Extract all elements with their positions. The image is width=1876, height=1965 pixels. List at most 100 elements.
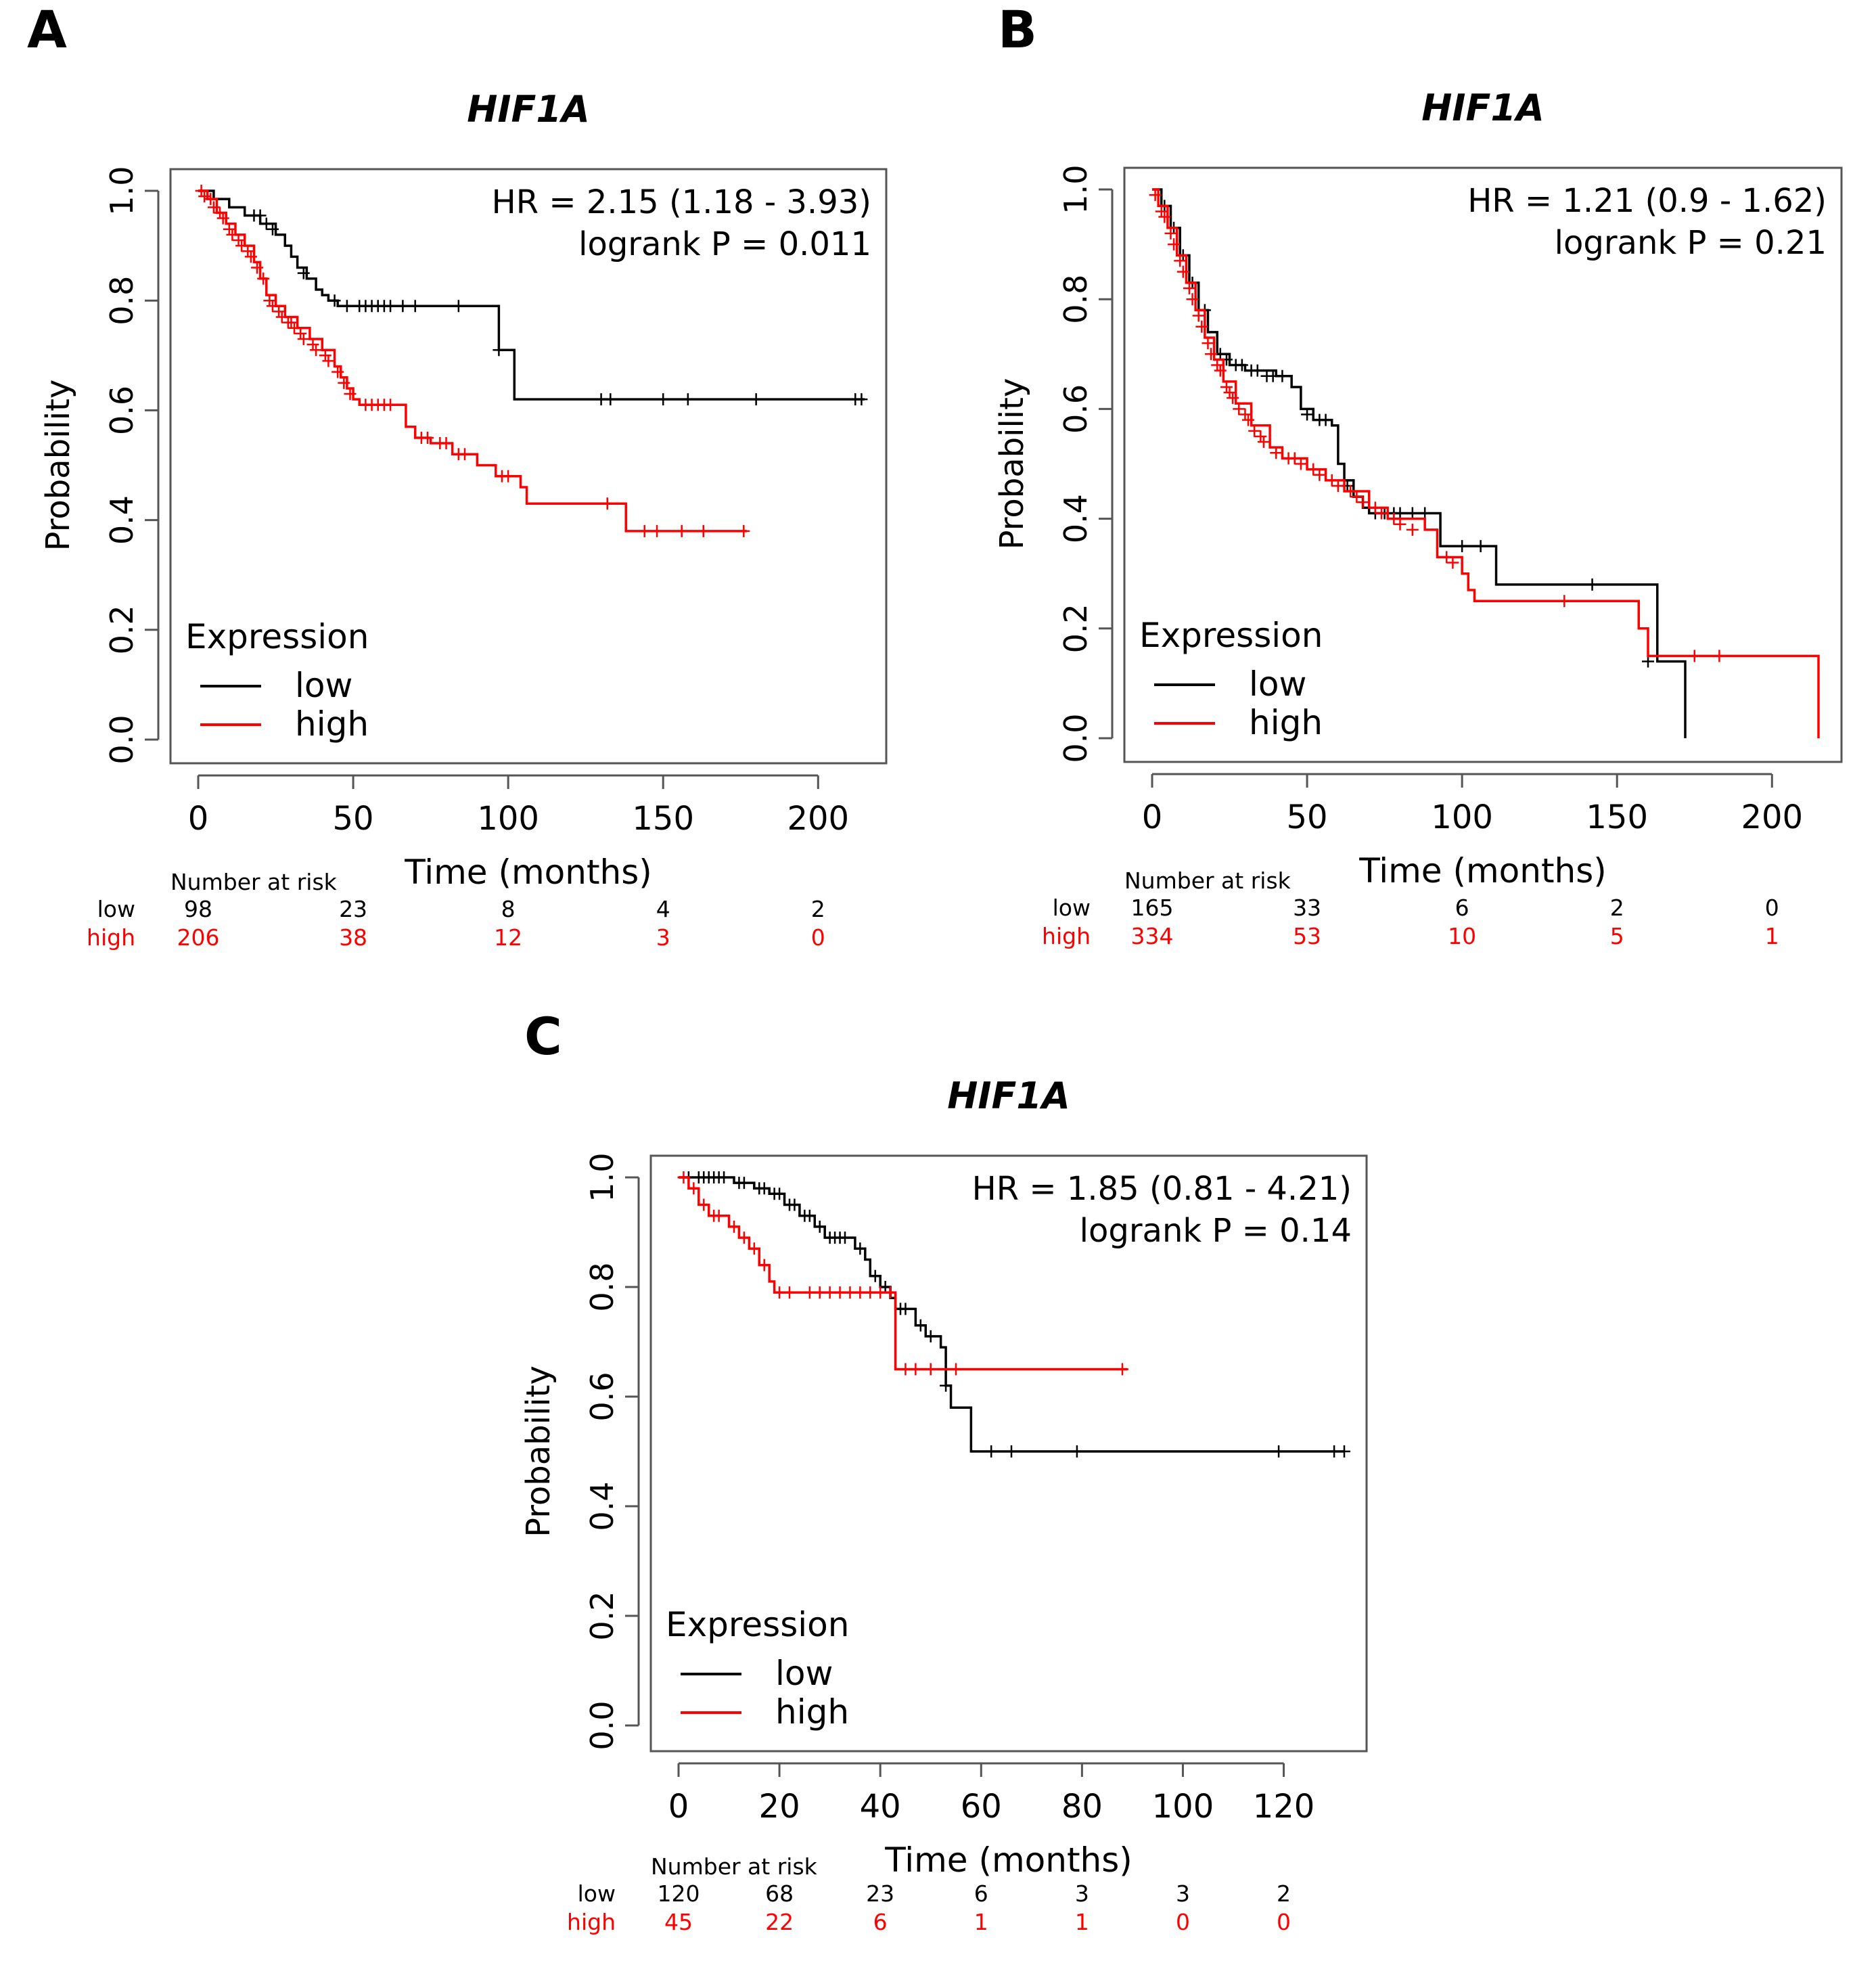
censor-mark-high bbox=[950, 1363, 962, 1376]
panel-label: C bbox=[524, 1006, 562, 1066]
censor-mark-high bbox=[1174, 254, 1187, 267]
x-tick-label: 100 bbox=[1431, 798, 1493, 836]
risk-value-low: 6 bbox=[974, 1880, 988, 1907]
y-tick-label: 0.2 bbox=[584, 1591, 620, 1640]
plot-frame bbox=[1123, 166, 1843, 763]
censor-mark-low bbox=[940, 1379, 953, 1392]
risk-value-high: 10 bbox=[1448, 923, 1476, 949]
hr-annotation: HR = 2.15 (1.18 - 3.93) bbox=[492, 183, 871, 221]
censor-mark-high bbox=[697, 1198, 710, 1211]
censor-mark-low bbox=[899, 1303, 912, 1315]
legend-label-high: high bbox=[295, 704, 369, 744]
risk-value-low: 2 bbox=[1277, 1880, 1291, 1907]
censor-mark-low bbox=[1070, 1445, 1083, 1458]
censor-mark-low bbox=[1301, 408, 1314, 421]
censor-mark-high bbox=[263, 294, 276, 307]
risk-value-low: 68 bbox=[765, 1880, 794, 1907]
censor-mark-high bbox=[338, 376, 350, 389]
risk-value-low: 23 bbox=[339, 896, 367, 922]
censor-mark-high bbox=[1394, 518, 1406, 530]
censor-mark-high bbox=[322, 355, 335, 367]
censor-mark-high bbox=[251, 261, 264, 274]
km-curve-low bbox=[198, 189, 865, 401]
censor-mark-low bbox=[1474, 540, 1487, 553]
y-tick-label: 0.2 bbox=[104, 605, 140, 654]
censor-mark-high bbox=[1186, 293, 1199, 306]
risk-row-name-low: low bbox=[1053, 895, 1091, 921]
chart-title: HIF1A bbox=[467, 88, 590, 131]
risk-value-high: 53 bbox=[1293, 923, 1321, 949]
risk-row-name-low: low bbox=[97, 896, 135, 922]
risk-value-low: 4 bbox=[656, 896, 670, 922]
chart-title: HIF1A bbox=[947, 1075, 1070, 1117]
y-tick-label: 1.0 bbox=[1057, 164, 1094, 214]
censor-mark-high bbox=[1168, 238, 1181, 251]
censor-mark-low bbox=[879, 1281, 892, 1293]
risk-value-high: 1 bbox=[974, 1909, 988, 1935]
y-tick-label: 1.0 bbox=[584, 1152, 620, 1202]
risk-value-high: 1 bbox=[1765, 923, 1779, 949]
censor-mark-high bbox=[1388, 512, 1400, 525]
censor-mark-high bbox=[1149, 189, 1162, 202]
y-axis-label: Probability bbox=[993, 378, 1031, 550]
panel-label: B bbox=[998, 0, 1037, 60]
censor-mark-low bbox=[396, 300, 409, 313]
risk-value-low: 165 bbox=[1131, 895, 1174, 921]
censor-mark-low bbox=[1273, 1445, 1285, 1458]
risk-value-high: 6 bbox=[873, 1909, 888, 1935]
risk-row-name-high: high bbox=[567, 1909, 616, 1935]
censor-mark-high bbox=[783, 1286, 796, 1299]
censor-mark-high bbox=[310, 344, 323, 357]
censor-mark-high bbox=[1158, 210, 1171, 223]
censor-mark-high bbox=[207, 201, 220, 214]
censor-mark-low bbox=[758, 1182, 771, 1195]
risk-table-header: Number at risk bbox=[651, 1853, 818, 1880]
censor-mark-high bbox=[344, 388, 357, 401]
risk-value-high: 0 bbox=[811, 924, 825, 951]
censor-mark-low bbox=[1276, 369, 1289, 382]
censor-mark-high bbox=[266, 300, 279, 313]
censor-mark-low bbox=[384, 300, 397, 313]
censor-mark-high bbox=[257, 272, 270, 285]
risk-value-low: 2 bbox=[811, 896, 825, 922]
logrank-annotation: logrank P = 0.14 bbox=[1080, 1212, 1352, 1250]
y-tick-label: 0.6 bbox=[1057, 384, 1094, 434]
risk-value-low: 8 bbox=[501, 896, 516, 922]
censor-mark-low bbox=[493, 344, 505, 357]
x-tick-label: 80 bbox=[1061, 1788, 1103, 1826]
censor-mark-high bbox=[440, 437, 453, 450]
x-tick-label: 50 bbox=[333, 800, 374, 838]
censor-mark-low bbox=[1642, 655, 1655, 668]
censor-mark-low bbox=[604, 393, 617, 406]
censor-mark-low bbox=[297, 267, 310, 279]
x-tick-label: 200 bbox=[787, 800, 849, 838]
censor-mark-high bbox=[204, 193, 217, 206]
censor-mark-low bbox=[1586, 578, 1599, 591]
logrank-annotation: logrank P = 0.011 bbox=[578, 225, 871, 263]
y-axis-label: Probability bbox=[39, 380, 77, 551]
censor-mark-high bbox=[273, 305, 285, 318]
censor-mark-low bbox=[657, 393, 670, 406]
censor-mark-high bbox=[1211, 359, 1224, 371]
chart-title: HIF1A bbox=[1421, 87, 1545, 129]
censor-mark-high bbox=[1375, 507, 1388, 520]
censor-mark-high bbox=[1239, 408, 1252, 421]
censor-mark-high bbox=[909, 1363, 922, 1376]
legend-label-high: high bbox=[1249, 703, 1323, 742]
censor-mark-high bbox=[319, 349, 331, 362]
censor-mark-high bbox=[1220, 380, 1233, 393]
censor-mark-high bbox=[421, 431, 434, 444]
censor-mark-high bbox=[1227, 392, 1239, 405]
x-tick-label: 50 bbox=[1287, 798, 1328, 836]
y-tick-label: 0.8 bbox=[1057, 275, 1094, 324]
risk-table-header: Number at risk bbox=[170, 869, 338, 895]
censor-mark-high bbox=[1344, 485, 1357, 498]
censor-mark-high bbox=[1176, 265, 1189, 278]
risk-value-low: 3 bbox=[1176, 1880, 1190, 1907]
x-axis-label: Time (months) bbox=[884, 1840, 1133, 1880]
censor-mark-low bbox=[914, 1319, 927, 1332]
censor-mark-high bbox=[1195, 320, 1208, 333]
censor-mark-low bbox=[718, 1171, 731, 1183]
